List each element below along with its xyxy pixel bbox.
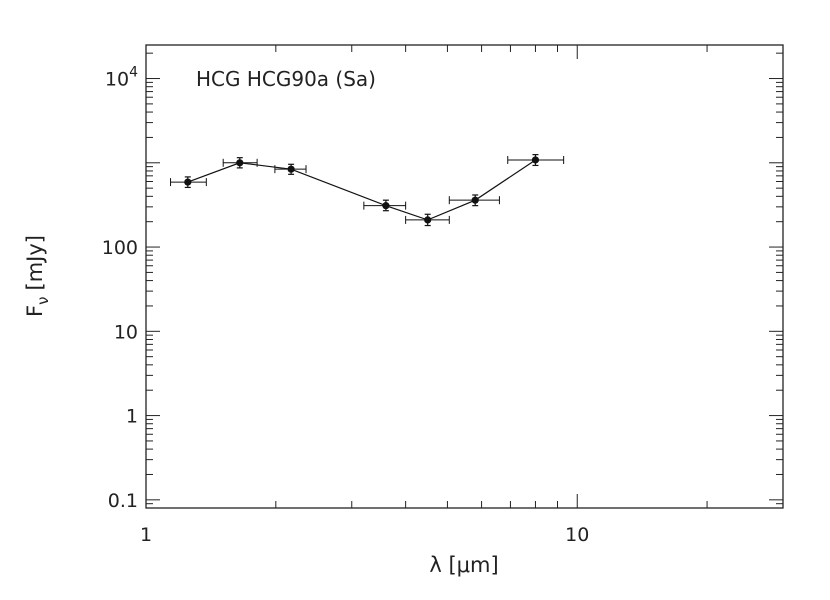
- y-axis-label-sub: ν: [34, 296, 52, 304]
- svg-text:Fν[mJy]: Fν [mJy]: [23, 235, 52, 317]
- annotation-label: HCG HCG90a (Sa): [196, 67, 376, 91]
- plot-frame: [145, 44, 784, 509]
- y-tick-label-exponent: 4: [129, 65, 138, 81]
- data-point-group: [363, 199, 407, 212]
- series-line: [187, 159, 536, 221]
- data-point-group: [507, 154, 565, 167]
- x-tick-label: 10: [565, 524, 589, 546]
- data-point: [287, 165, 295, 173]
- data-series: [170, 154, 565, 227]
- y-axis-label-main: F: [23, 305, 47, 317]
- y-tick-label: 0.1: [108, 490, 138, 512]
- x-tick-label: 1: [140, 524, 152, 546]
- data-point: [236, 159, 244, 167]
- y-tick-label: 100: [102, 237, 138, 259]
- data-point: [424, 216, 432, 224]
- data-point-group: [448, 194, 500, 207]
- data-point-group: [405, 213, 450, 227]
- data-point: [471, 196, 479, 204]
- data-point-group: [170, 176, 207, 189]
- data-point: [382, 202, 390, 210]
- data-point: [184, 178, 192, 186]
- y-axis-label-unit: [mJy]: [23, 235, 47, 290]
- y-tick-label: 104: [105, 65, 138, 91]
- x-axis-label: λ [μm]: [429, 553, 498, 577]
- y-tick-label: 1: [126, 406, 138, 428]
- y-axis-label: Fν [mJy]: [23, 235, 52, 317]
- data-point: [531, 156, 540, 164]
- data-point-group: [222, 157, 258, 169]
- y-tick-label: 10: [114, 321, 138, 343]
- data-point-group: [274, 163, 307, 175]
- y-tick-label-base: 10: [105, 69, 129, 91]
